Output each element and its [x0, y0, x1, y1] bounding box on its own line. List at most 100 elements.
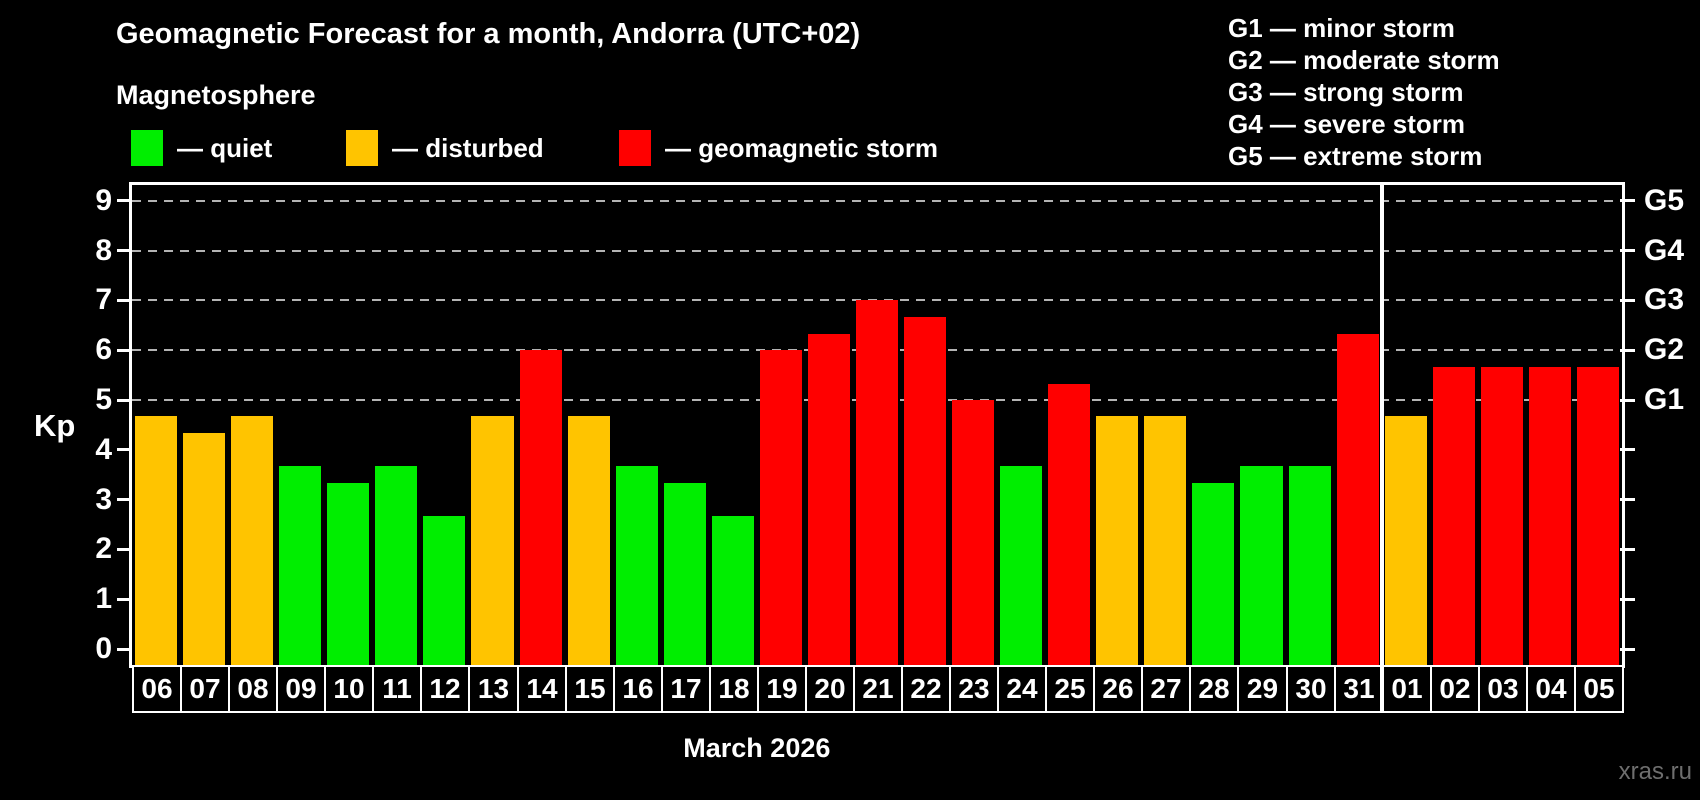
kp-bar-28 — [1192, 483, 1235, 665]
kp-bar-03 — [1480, 366, 1523, 665]
y-tick-label-5: 5 — [95, 383, 112, 416]
y-tick-label-2: 2 — [95, 532, 112, 566]
chart-title: Geomagnetic Forecast for a month, Andorr… — [116, 18, 861, 50]
right-tick-1 — [1620, 597, 1635, 601]
y-tick-label-9: 9 — [95, 183, 112, 217]
day-label-31: 31 — [1334, 665, 1384, 713]
left-tick-2 — [117, 547, 130, 551]
kp-bar-14 — [519, 350, 562, 665]
y-tick-label-8: 8 — [95, 233, 112, 267]
kp-bar-31 — [1336, 333, 1379, 665]
kp-bar-23 — [952, 400, 995, 665]
right-tick-8 — [1620, 249, 1635, 253]
day-label-18: 18 — [709, 665, 759, 713]
kp-bar-29 — [1240, 466, 1283, 665]
kp-bar-07 — [183, 433, 226, 665]
day-label-01: 01 — [1382, 665, 1432, 713]
right-tick-0 — [1620, 647, 1635, 651]
day-label-16: 16 — [613, 665, 663, 713]
kp-bar-11 — [375, 466, 418, 665]
y-tick-label-7: 7 — [95, 283, 112, 317]
day-label-10: 10 — [324, 665, 374, 713]
g1-legend-line: G1 — minor storm — [1228, 13, 1455, 43]
day-label-28: 28 — [1189, 665, 1239, 713]
kp-bar-22 — [904, 316, 947, 665]
disturbed-label: — disturbed — [392, 132, 544, 163]
left-tick-8 — [117, 249, 130, 253]
left-tick-0 — [117, 647, 130, 651]
kp-bar-12 — [423, 516, 466, 665]
gridline-kp9 — [132, 199, 1622, 202]
day-label-13: 13 — [468, 665, 519, 713]
right-axis-label-g2: G2 — [1644, 333, 1685, 367]
day-label-05: 05 — [1574, 665, 1624, 713]
right-tick-3 — [1620, 498, 1635, 502]
kp-bar-13 — [471, 416, 514, 665]
kp-bar-27 — [1144, 416, 1187, 665]
y-tick-label-0: 0 — [95, 632, 112, 665]
quiet-label: — quiet — [177, 132, 273, 163]
y-tick-label-1: 1 — [95, 582, 112, 616]
day-label-24: 24 — [997, 665, 1047, 713]
left-tick-7 — [117, 298, 130, 302]
left-tick-4 — [117, 448, 130, 452]
legend-item-quiet: — quiet — [131, 129, 272, 167]
g3-legend-line: G3 — strong storm — [1228, 77, 1464, 107]
right-axis-label-g5: G5 — [1644, 183, 1685, 217]
left-tick-6 — [117, 348, 130, 352]
right-tick-9 — [1620, 199, 1635, 203]
kp-bar-09 — [279, 466, 322, 665]
g5-legend-line: G5 — extreme storm — [1228, 141, 1483, 171]
kp-bar-02 — [1432, 366, 1475, 665]
left-tick-5 — [117, 398, 130, 402]
left-tick-1 — [117, 597, 130, 601]
g-scale-legend: G1 — minor storm G2 — moderate storm G3 … — [1228, 12, 1500, 172]
y-tick-label-3: 3 — [95, 482, 112, 516]
day-label-21: 21 — [853, 665, 903, 713]
kp-bar-06 — [135, 416, 178, 665]
right-tick-5 — [1620, 398, 1635, 402]
day-label-25: 25 — [1045, 665, 1095, 713]
right-axis-label-g1: G1 — [1644, 383, 1685, 416]
kp-bar-26 — [1096, 416, 1139, 665]
kp-bar-04 — [1528, 366, 1571, 665]
kp-bar-25 — [1048, 383, 1091, 665]
day-label-12: 12 — [420, 665, 470, 713]
day-label-19: 19 — [757, 665, 807, 713]
kp-bar-05 — [1576, 366, 1619, 665]
right-axis-label-g4: G4 — [1644, 233, 1685, 267]
right-tick-7 — [1620, 298, 1635, 302]
magnetosphere-label: Magnetosphere — [116, 80, 316, 110]
day-label-20: 20 — [805, 665, 855, 713]
legend-item-storm: — geomagnetic storm — [619, 129, 938, 167]
day-label-26: 26 — [1093, 665, 1143, 713]
right-tick-6 — [1620, 348, 1635, 352]
g4-legend-line: G4 — severe storm — [1228, 109, 1466, 139]
legend-item-disturbed: — disturbed — [346, 129, 544, 167]
kp-bar-24 — [1000, 466, 1043, 665]
quiet-color-swatch — [131, 130, 163, 166]
day-label-15: 15 — [565, 665, 615, 713]
day-label-27: 27 — [1141, 665, 1191, 713]
y-axis-title: Kp — [34, 408, 76, 443]
day-label-14: 14 — [517, 665, 567, 713]
watermark: xras.ru — [1618, 758, 1692, 785]
day-label-04: 04 — [1526, 665, 1576, 713]
right-axis-label-g3: G3 — [1644, 283, 1685, 317]
y-tick-label-6: 6 — [95, 333, 112, 367]
g2-legend-line: G2 — moderate storm — [1228, 45, 1500, 75]
left-tick-3 — [117, 498, 130, 502]
kp-bar-20 — [807, 333, 850, 665]
day-label-23: 23 — [949, 665, 999, 713]
left-tick-9 — [117, 199, 130, 203]
day-label-06: 06 — [132, 665, 182, 713]
kp-bar-17 — [663, 483, 706, 665]
disturbed-color-swatch — [346, 130, 378, 166]
day-label-17: 17 — [661, 665, 711, 713]
day-label-29: 29 — [1237, 665, 1288, 713]
kp-bar-16 — [615, 466, 658, 665]
kp-bar-10 — [327, 483, 370, 665]
kp-bar-18 — [711, 516, 754, 665]
day-label-07: 07 — [180, 665, 230, 713]
